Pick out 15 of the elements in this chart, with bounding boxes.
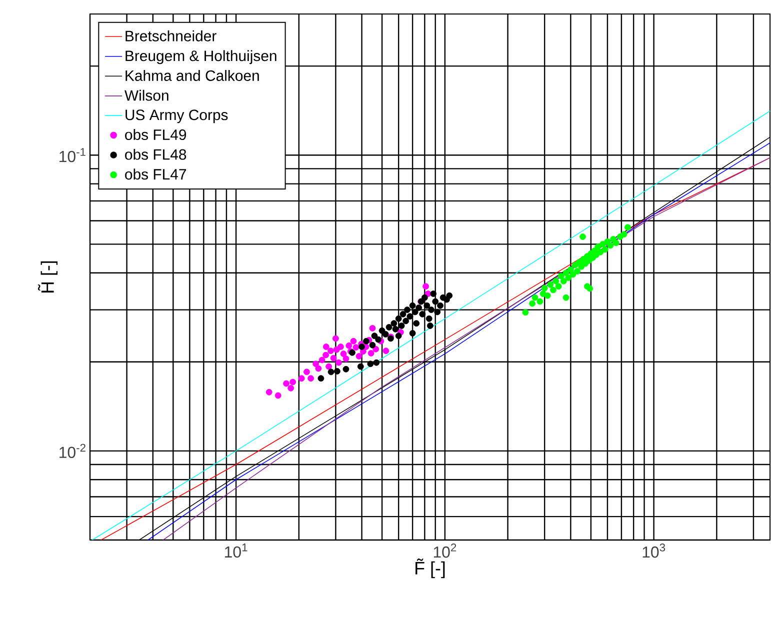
y-tick-label: 10$^{-1}$ bbox=[60, 148, 86, 162]
legend-label: obs FL48 bbox=[125, 148, 186, 160]
x-tick-label: 10$^{3}$ bbox=[642, 544, 666, 558]
x-axis-title: F̃ [-] bbox=[416, 558, 445, 578]
y-axis-title: H̃ [-] bbox=[38, 261, 58, 292]
x-tick-label: 10$^{2}$ bbox=[434, 544, 456, 558]
legend-label: obs FL49 bbox=[125, 129, 186, 140]
legend-label: US Army Corps bbox=[126, 110, 228, 124]
legend-label: Kahma and Calkoen bbox=[126, 70, 259, 81]
x-tick-label: 10$^{1}$ bbox=[225, 544, 248, 558]
legend-label: Bretschneider bbox=[126, 30, 216, 42]
legend-label: Breugem & Holthuijsen bbox=[126, 50, 276, 64]
y-tick-label: 10$^{-2}$ bbox=[60, 444, 86, 458]
legend-label: Wilson bbox=[124, 90, 168, 101]
legend-label: obs FL47 bbox=[125, 168, 186, 180]
